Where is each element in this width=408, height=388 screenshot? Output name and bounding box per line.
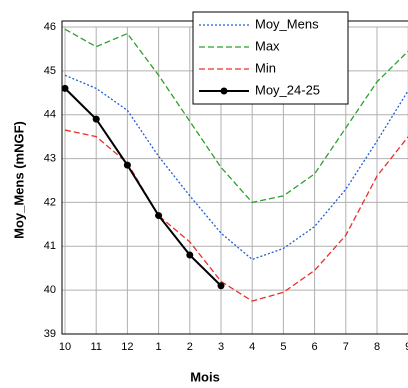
y-tick-label: 43	[44, 152, 56, 164]
x-tick-label: 10	[59, 341, 71, 353]
x-tick-label: 12	[121, 341, 133, 353]
y-tick-label: 41	[44, 240, 56, 252]
x-tick-label: 4	[249, 341, 255, 353]
x-axis-label: Mois	[190, 369, 220, 384]
legend-marker	[220, 87, 228, 95]
x-tick-label: 1	[156, 341, 162, 353]
legend-box	[192, 11, 349, 105]
y-tick-label: 40	[44, 284, 56, 296]
x-tick-label: 11	[90, 341, 101, 353]
point	[61, 84, 69, 92]
point	[186, 251, 194, 259]
point	[123, 161, 131, 169]
y-axis-label: Moy_Mens (mNGF)	[11, 121, 26, 239]
series-line	[64, 28, 408, 204]
x-tick-label: 2	[187, 341, 193, 353]
legend-label: Max	[255, 38, 280, 53]
x-tick-label: 9	[405, 341, 408, 353]
x-tick-label: 3	[218, 341, 224, 353]
series-line	[64, 74, 408, 261]
point	[155, 212, 163, 220]
x-tick-label: 8	[374, 341, 380, 353]
x-tick-label: 6	[312, 341, 318, 353]
series-line	[64, 87, 222, 287]
point	[92, 115, 100, 123]
legend-label: Min	[255, 60, 276, 75]
point	[217, 282, 225, 290]
series-line	[64, 129, 408, 302]
y-tick-label: 42	[44, 196, 56, 208]
y-tick-label: 46	[44, 21, 56, 33]
y-tick-label: 45	[44, 65, 56, 77]
legend-label: Moy_Mens	[255, 16, 319, 31]
x-tick-label: 7	[343, 341, 349, 353]
y-tick-label: 44	[44, 109, 56, 121]
y-tick-label: 39	[44, 328, 56, 340]
legend-label: Moy_24-25	[255, 82, 320, 97]
x-tick-label: 5	[280, 341, 286, 353]
